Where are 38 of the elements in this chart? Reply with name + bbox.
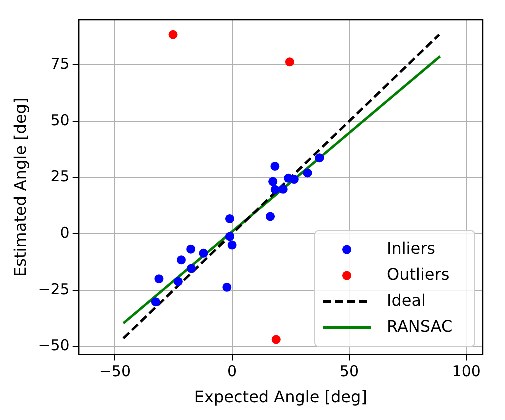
point <box>272 335 281 344</box>
y-tick-label: 50 <box>50 111 70 130</box>
point <box>268 177 278 186</box>
point <box>225 214 234 224</box>
point <box>270 162 280 171</box>
point <box>168 30 178 40</box>
point <box>176 256 186 265</box>
point <box>154 274 164 284</box>
x-tick-label: 0 <box>228 362 238 381</box>
point <box>303 168 312 178</box>
point <box>284 174 294 183</box>
legend-label: Inliers <box>387 238 436 258</box>
x-tick-label: 100 <box>452 362 481 381</box>
point <box>315 154 324 163</box>
legend-label: RANSAC <box>387 316 453 336</box>
point <box>151 298 160 307</box>
y-tick-label: −25 <box>38 280 70 298</box>
y-axis-title: Estimated Angle [deg] <box>10 98 30 277</box>
point <box>225 232 234 242</box>
point <box>270 185 280 194</box>
y-tick-label: 75 <box>50 54 70 73</box>
x-tick-label: 50 <box>340 362 360 381</box>
x-tick-label: −50 <box>99 362 131 381</box>
y-tick-label: 25 <box>50 168 70 186</box>
legend-label: Ideal <box>387 290 426 310</box>
point <box>278 184 288 194</box>
point <box>222 282 232 292</box>
point <box>199 248 208 258</box>
point <box>174 277 183 286</box>
x-axis-title: Expected Angle [deg] <box>194 388 368 407</box>
point <box>187 264 196 274</box>
y-tick-label: 0 <box>60 224 70 242</box>
point <box>266 212 275 222</box>
point <box>228 240 237 250</box>
point <box>285 58 294 67</box>
y-tick-label: −50 <box>38 336 70 355</box>
legend-label: Outliers <box>387 264 450 284</box>
point <box>186 244 196 254</box>
